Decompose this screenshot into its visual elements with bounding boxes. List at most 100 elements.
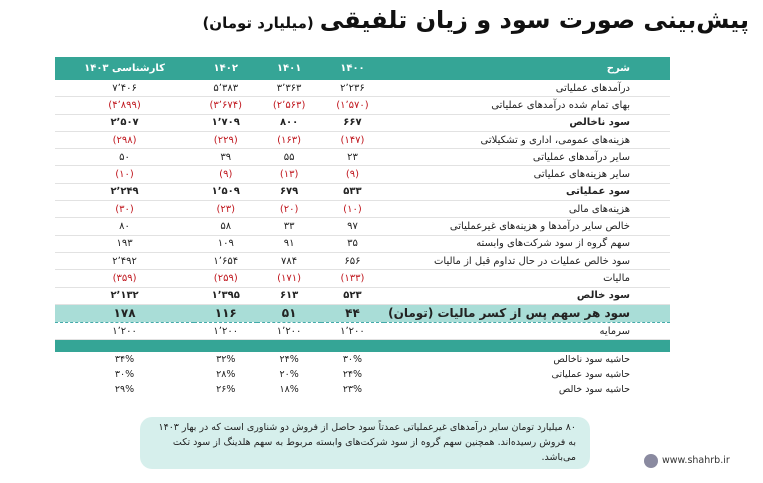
cell-value: (۹) [320,165,385,184]
cell-value: (۳٬۶۷۴) [194,96,258,115]
website[interactable]: www.shahrb.ir [662,455,730,466]
title-unit: (میلیارد تومان) [202,14,314,32]
cell-value: ۴۴ [320,303,385,323]
cell-value: (۹) [194,165,258,184]
cell-value: ۳٬۳۶۳ [257,80,321,98]
cell-value: ۳۰% [342,354,363,366]
cell-value: (۲۹۸) [55,131,195,150]
note: ۸۰ میلیارد تومان سایر درآمدهای غیرعملیات… [140,417,590,469]
cell-value: ۲٬۴۹۲ [55,252,195,271]
cell-value: ۳۴% [114,354,135,366]
cell-value: ۱۰۹ [194,235,258,253]
row-label: هزینه‌های عمومی، اداری و تشکیلاتی [384,131,670,150]
table-row: بهای تمام شده درآمدهای عملیاتی (۱٬۵۷۰) (۲٬… [55,96,670,115]
cell-value: ۵۸ [194,217,258,236]
web-icon [644,454,658,468]
row-label: حاشیه سود خالص [558,384,630,396]
cell-value: (۴٬۸۹۹) [55,96,195,115]
row-label: هزینه‌های مالی [384,200,670,219]
cell-value: ۲۰% [279,369,299,381]
cell-value: ۵۲۳ [320,287,385,305]
cell-value: ۱٬۲۰۰ [320,322,385,341]
row-label: مالیات [384,269,670,288]
table-row: سایر هزینه‌های عملیاتی (۹) (۱۳) (۹) (۱۰) [55,165,670,184]
table-row: سود عملیاتی ۵۳۳ ۶۷۹ ۱٬۵۰۹ ۲٬۲۴۹ [55,183,670,202]
table-row: سرمایه ۱٬۲۰۰ ۱٬۲۰۰ ۱٬۲۰۰ ۱٬۲۰۰ [55,322,670,341]
separator [55,339,670,353]
cell-value: (۱۷۱) [257,269,321,288]
cell-value: ۱٬۵۰۹ [194,183,258,202]
table-row: هزینه‌های عمومی، اداری و تشکیلاتی (۱۴۷) (۱… [55,131,670,150]
cell-value: ۳۹ [194,148,258,167]
cell-value: ۲۶% [216,384,236,396]
cell-value: ۲٬۵۰۷ [55,114,195,132]
table-row: سود خالص عملیات در حال تداوم قبل از مالی… [55,252,670,271]
column-header: کارشناسی ۱۴۰۳ [55,57,195,80]
cell-value: ۵٬۳۸۳ [194,80,258,98]
row-label: سهم گروه از سود شرکت‌های وابسته [384,235,670,253]
table: شرح ۱۴۰۰ ۱۴۰۱ ۱۴۰۲ کارشناسی ۱۴۰۳ درآمدهای عم… [55,57,670,397]
cell-value: (۲۰) [257,200,321,219]
cell-value: ۲٬۲۴۹ [55,183,195,202]
cell-value: ۳۵ [320,235,385,253]
cell-value: ۹۱ [257,235,321,253]
cell-value: (۱۳) [257,165,321,184]
table-row: مالیات (۱۳۳) (۱۷۱) (۲۵۹) (۳۵۹) [55,269,670,288]
row-label: خالص سایر درآمدها و هزینه‌های غیرعملیاتی [384,217,670,236]
table-row: درآمدهای عملیاتی ۲٬۲۳۶ ۳٬۳۶۳ ۵٬۳۸۳ ۷٬۴۰۶ [55,80,670,98]
cell-value: (۲۳) [194,200,258,219]
table-row: خالص سایر درآمدها و هزینه‌های غیرعملیاتی… [55,217,670,236]
row-label: بهای تمام شده درآمدهای عملیاتی [384,96,670,115]
cell-value: ۶۶۷ [320,114,385,132]
row-label: سرمایه [384,322,670,341]
row-label: سود عملیاتی [384,183,670,202]
cell-value: ۵۳۳ [320,183,385,202]
column-header: شرح [384,57,670,80]
table-row: سهم گروه از سود شرکت‌های وابسته ۳۵ ۹۱ ۱۰۹ ۱۹… [55,235,670,253]
cell-value: ۶۷۹ [257,183,321,202]
header-row: شرح ۱۴۰۰ ۱۴۰۱ ۱۴۰۲ کارشناسی ۱۴۰۳ [55,57,670,80]
table-row: سایر درآمدهای عملیاتی ۲۳ ۵۵ ۳۹ ۵۰ [55,148,670,167]
cell-value: ۵۱ [257,303,321,323]
cell-value: ۵۵ [257,148,321,167]
cell-value: ۱۱۶ [194,303,258,323]
cell-value: ۲۴% [342,369,363,381]
cell-value: (۱۴۷) [320,131,385,150]
cell-value: ۱٬۳۹۵ [194,287,258,305]
table-row: حاشیه سود عملیاتی ۲۴% ۲۰% ۲۸% ۳۰% [55,367,670,382]
cell-value: ۲۴% [279,354,299,366]
cell-value: ۲۹% [114,384,135,396]
cell-value: ۱٬۷۰۹ [194,114,258,132]
cell-value: ۱۷۸ [55,303,195,323]
cell-value: (۳۰) [55,200,195,219]
cell-value: ۳۲% [216,354,236,366]
row-label: سود ناخالص [384,114,670,132]
row-label: سایر درآمدهای عملیاتی [384,148,670,167]
table-body: درآمدهای عملیاتی ۲٬۲۳۶ ۳٬۳۶۳ ۵٬۳۸۳ ۷٬۴۰۶ بهای… [55,80,670,341]
cell-value: ۲٬۱۳۲ [55,287,195,305]
cell-value: ۲٬۲۳۶ [320,80,385,98]
row-label: سود هر سهم پس از کسر مالیات (تومان) [384,303,670,323]
cell-value: ۲۳ [320,148,385,167]
row-label: سایر هزینه‌های عملیاتی [384,165,670,184]
title: پیش‌بینی صورت سود و زیان تلفیقی (میلیارد … [202,6,749,34]
table-row: هزینه‌های مالی (۱۰) (۲۰) (۲۳) (۳۰) [55,200,670,219]
row-label: درآمدهای عملیاتی [384,80,670,98]
cell-value: ۱٬۶۵۴ [194,252,258,271]
cell-value: ۳۳ [257,217,321,236]
margins-body: حاشیه سود ناخالص ۳۰% ۲۴% ۳۲% ۳۴% حاشیه سود عم… [55,352,670,397]
cell-value: ۱٬۲۰۰ [194,322,258,341]
table-row: حاشیه سود خالص ۲۳% ۱۸% ۲۶% ۲۹% [55,382,670,397]
cell-value: (۱٬۵۷۰) [320,96,385,115]
column-header: ۱۴۰۱ [257,57,321,80]
cell-value: (۳۵۹) [55,269,195,288]
cell-value: ۲۸% [216,369,236,381]
cell-value: (۱۰) [55,165,195,184]
separator-cell [55,339,670,353]
cell-value: ۳۰% [114,369,135,381]
row-label: سود خالص عملیات در حال تداوم قبل از مالی… [384,252,670,271]
row-label: حاشیه سود ناخالص [553,354,630,366]
cell-value: ۲۳% [342,384,363,396]
cell-value: (۱۶۳) [257,131,321,150]
